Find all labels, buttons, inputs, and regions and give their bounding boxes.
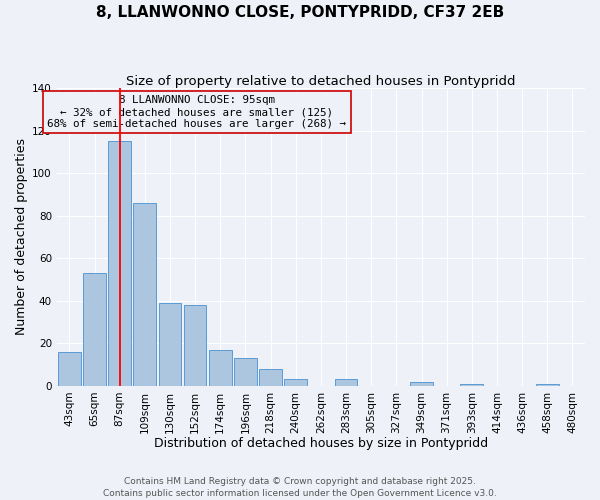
- Y-axis label: Number of detached properties: Number of detached properties: [15, 138, 28, 336]
- Bar: [536, 384, 559, 386]
- Bar: [58, 352, 80, 386]
- Bar: [209, 350, 232, 386]
- Bar: [184, 305, 206, 386]
- Text: 8, LLANWONNO CLOSE, PONTYPRIDD, CF37 2EB: 8, LLANWONNO CLOSE, PONTYPRIDD, CF37 2EB: [96, 5, 504, 20]
- X-axis label: Distribution of detached houses by size in Pontypridd: Distribution of detached houses by size …: [154, 437, 488, 450]
- Text: 8 LLANWONNO CLOSE: 95sqm
← 32% of detached houses are smaller (125)
68% of semi-: 8 LLANWONNO CLOSE: 95sqm ← 32% of detach…: [47, 96, 346, 128]
- Bar: [158, 303, 181, 386]
- Title: Size of property relative to detached houses in Pontypridd: Size of property relative to detached ho…: [126, 75, 515, 88]
- Bar: [133, 203, 156, 386]
- Bar: [335, 380, 358, 386]
- Bar: [460, 384, 483, 386]
- Bar: [284, 380, 307, 386]
- Bar: [259, 369, 282, 386]
- Text: Contains HM Land Registry data © Crown copyright and database right 2025.
Contai: Contains HM Land Registry data © Crown c…: [103, 476, 497, 498]
- Bar: [109, 141, 131, 386]
- Bar: [234, 358, 257, 386]
- Bar: [83, 273, 106, 386]
- Bar: [410, 382, 433, 386]
